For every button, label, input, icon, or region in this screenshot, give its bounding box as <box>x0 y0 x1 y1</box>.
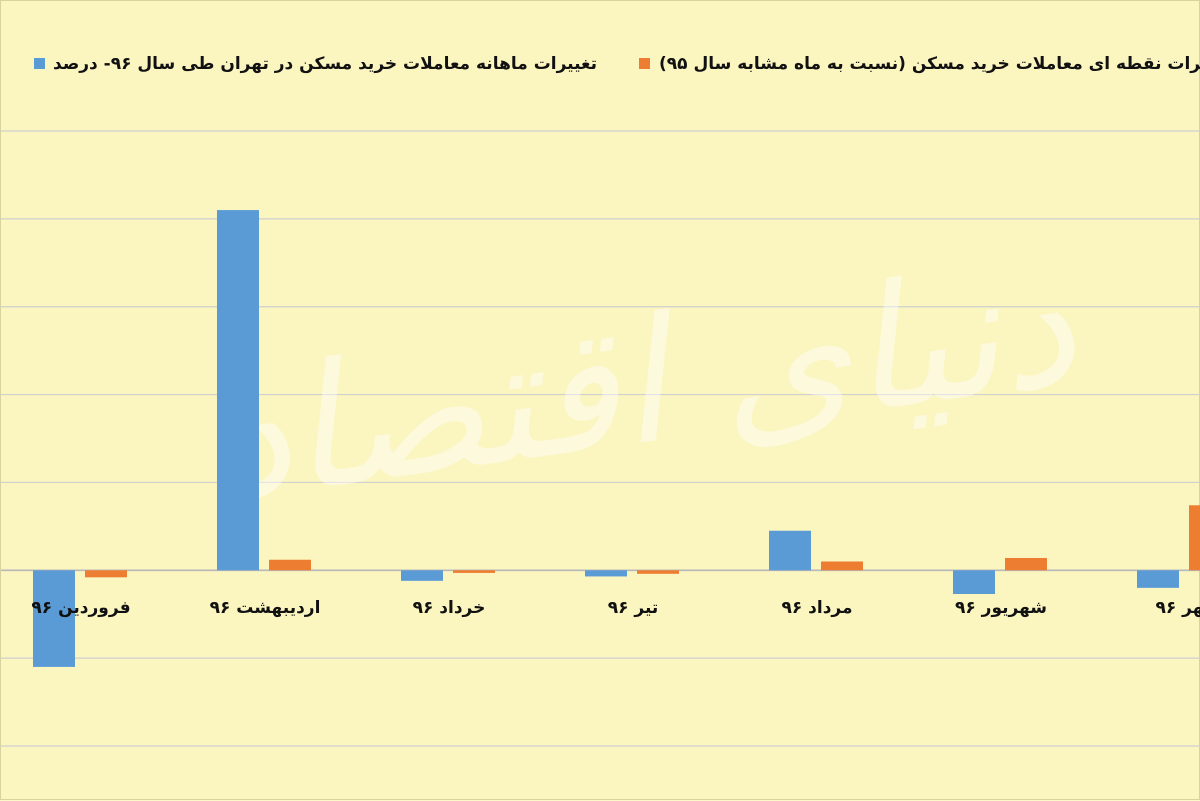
x-tick-label: خرداد ۹۶ <box>413 598 486 618</box>
bar-series-0-cat-3 <box>585 570 627 577</box>
legend: تغییرات ماهانه معاملات خرید مسکن در تهرا… <box>34 54 1200 74</box>
bars-layer <box>33 210 1200 667</box>
bar-series-0-cat-5 <box>953 570 995 595</box>
bar-series-0-cat-0 <box>33 570 75 667</box>
bar-series-1-cat-1 <box>269 559 311 571</box>
bar-series-0-cat-4 <box>769 530 811 571</box>
x-tick-label: فروردین ۹۶ <box>31 598 130 618</box>
labels-layer: فروردین ۹۶ اردیبهشت ۹۶ خرداد ۹۶ تیر ۹۶ مرداد… <box>31 598 1200 618</box>
bar-series-1-cat-0 <box>85 570 127 578</box>
legend-swatch-series-0 <box>34 58 45 69</box>
bar-series-0-cat-1 <box>217 210 259 571</box>
bar-series-1-cat-6 <box>1189 505 1200 571</box>
bar-series-1-cat-5 <box>1005 557 1047 571</box>
watermark-text: دنیای اقتصاد <box>199 225 1087 542</box>
bar-series-0-cat-2 <box>401 570 443 581</box>
legend-swatch-series-1 <box>639 58 650 69</box>
x-tick-label: مرداد ۹۶ <box>781 598 852 618</box>
bar-series-1-cat-2 <box>453 570 495 573</box>
legend-label-series-0: تغییرات ماهانه معاملات خرید مسکن در تهرا… <box>53 54 597 74</box>
x-tick-label: شهریور ۹۶ <box>955 598 1047 618</box>
legend-label-series-1: تغییرات نقطه ای معاملات خرید مسکن (نسبت … <box>659 54 1200 74</box>
x-tick-label: مهر ۹۶ <box>1155 598 1200 618</box>
x-tick-label: اردیبهشت ۹۶ <box>210 598 321 618</box>
x-tick-label: تیر ۹۶ <box>608 598 659 618</box>
bar-series-0-cat-6 <box>1137 570 1179 588</box>
bar-series-1-cat-3 <box>637 570 679 574</box>
bar-series-1-cat-4 <box>821 561 863 571</box>
